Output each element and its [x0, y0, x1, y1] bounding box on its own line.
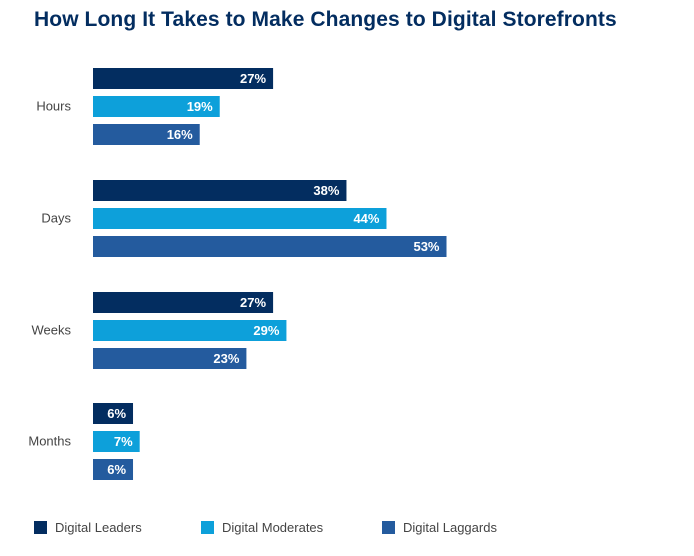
bar-days-digital-laggards: [93, 236, 447, 257]
bar-months-digital-laggards: [93, 459, 134, 480]
category-label-days: Days: [41, 211, 71, 226]
legend-label: Digital Leaders: [55, 520, 142, 535]
legend-label: Digital Laggards: [403, 520, 497, 535]
bar-value-label: 38%: [313, 183, 339, 198]
bar-value-label: 29%: [253, 323, 279, 338]
legend-label: Digital Moderates: [222, 520, 324, 535]
chart-title: How Long It Takes to Make Changes to Dig…: [34, 8, 617, 31]
bar-weeks-digital-moderates: [93, 320, 287, 341]
bar-value-label: 27%: [240, 295, 266, 310]
legend-item-digital-leaders: Digital Leaders: [34, 520, 142, 535]
category-label-months: Months: [28, 434, 71, 449]
bar-weeks-digital-leaders: [93, 292, 274, 313]
bar-value-label: 16%: [167, 127, 193, 142]
bar-value-label: 7%: [114, 434, 133, 449]
bar-value-label: 53%: [413, 239, 439, 254]
bar-value-label: 44%: [353, 211, 379, 226]
bar-value-label: 27%: [240, 71, 266, 86]
bar-hours-digital-laggards: [93, 124, 200, 145]
category-label-hours: Hours: [36, 99, 71, 114]
bar-chart: Hours 27% 19% 16% Days 38% 44% 53% Weeks 27% 29% 23…: [28, 68, 447, 480]
bar-months-digital-leaders: [93, 403, 134, 424]
bar-days-digital-moderates: [93, 208, 387, 229]
bar-value-label: 6%: [107, 406, 126, 421]
bar-days-digital-leaders: [93, 180, 347, 201]
category-label-weeks: Weeks: [32, 323, 72, 338]
bar-hours-digital-moderates: [93, 96, 220, 117]
legend-swatch: [201, 521, 214, 534]
bar-weeks-digital-laggards: [93, 348, 247, 369]
legend-swatch: [34, 521, 47, 534]
legend-swatch: [382, 521, 395, 534]
bar-value-label: 19%: [187, 99, 213, 114]
bar-value-label: 6%: [107, 462, 126, 477]
chart-legend: Digital Leaders Digital Moderates Digital …: [34, 520, 674, 542]
bar-months-digital-moderates: [93, 431, 140, 452]
legend-item-digital-moderates: Digital Moderates: [201, 520, 323, 535]
legend-item-digital-laggards: Digital Laggards: [382, 520, 497, 535]
bar-value-label: 23%: [213, 351, 239, 366]
bar-hours-digital-leaders: [93, 68, 274, 89]
